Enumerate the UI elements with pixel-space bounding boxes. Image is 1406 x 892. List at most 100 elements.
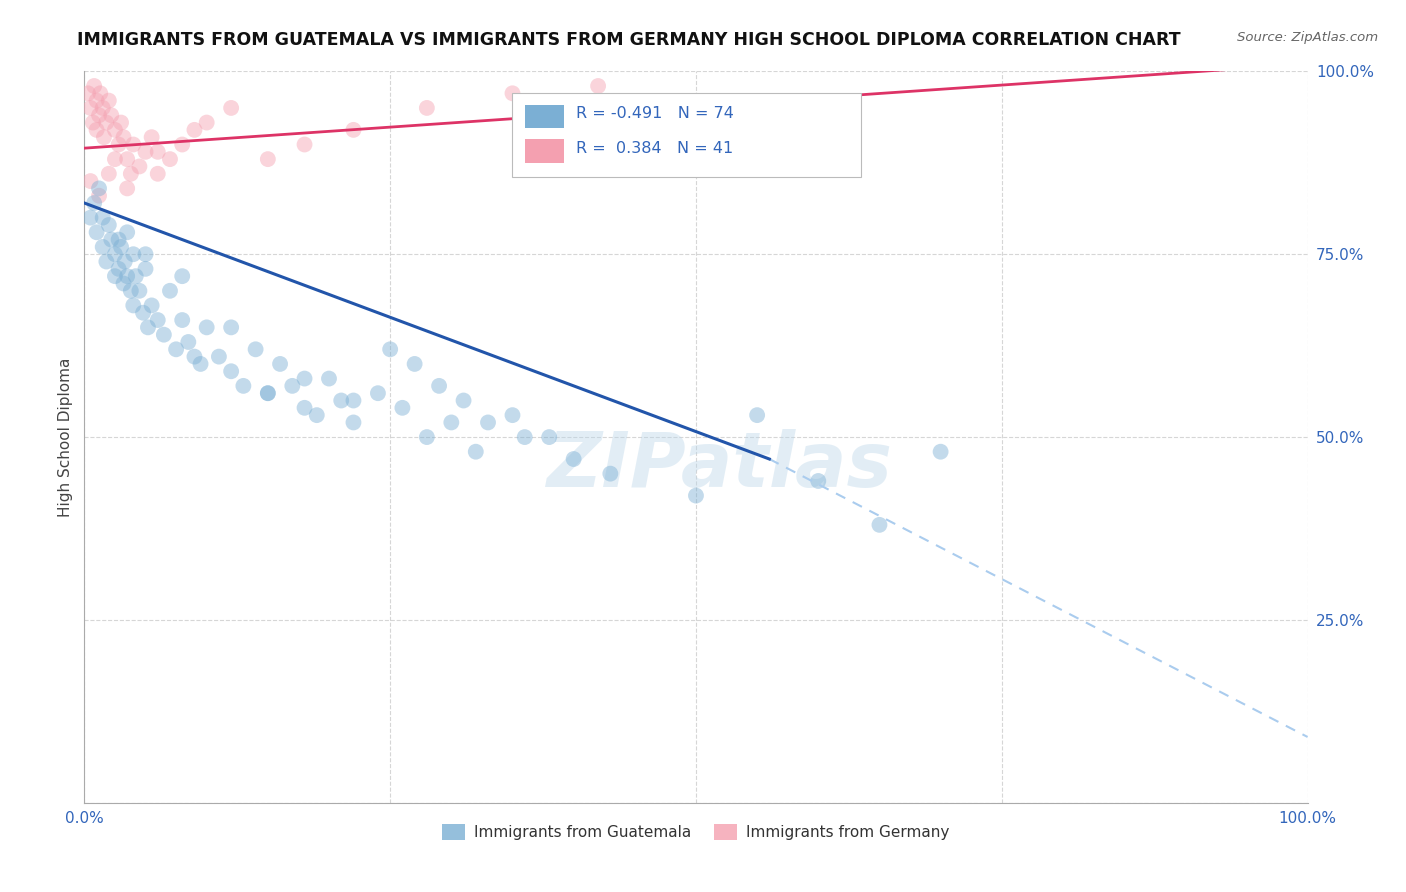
- Point: [104, 269, 127, 284]
- Point: [122, 247, 145, 261]
- Point: [83, 196, 105, 211]
- Point: [79, 174, 101, 188]
- Point: [477, 416, 499, 430]
- Point: [391, 401, 413, 415]
- Point: [146, 167, 169, 181]
- Point: [294, 137, 316, 152]
- Point: [115, 269, 138, 284]
- Point: [172, 269, 194, 284]
- Point: [195, 115, 218, 129]
- Point: [115, 225, 138, 239]
- Point: [165, 343, 187, 357]
- Point: [115, 181, 138, 195]
- Legend: Immigrants from Guatemala, Immigrants from Germany: Immigrants from Guatemala, Immigrants fr…: [436, 818, 956, 847]
- Point: [128, 160, 150, 174]
- Point: [86, 225, 108, 239]
- Point: [104, 123, 127, 137]
- Point: [135, 145, 157, 159]
- Point: [159, 284, 181, 298]
- Point: [427, 379, 450, 393]
- Point: [128, 284, 150, 298]
- Point: [269, 357, 291, 371]
- Point: [404, 357, 426, 371]
- Point: [86, 123, 108, 137]
- Point: [538, 430, 561, 444]
- Text: Source: ZipAtlas.com: Source: ZipAtlas.com: [1237, 31, 1378, 45]
- Point: [107, 261, 129, 276]
- Point: [502, 408, 524, 422]
- Point: [146, 313, 169, 327]
- Point: [453, 393, 475, 408]
- Point: [86, 94, 108, 108]
- Point: [110, 240, 132, 254]
- Point: [122, 298, 145, 312]
- Point: [562, 452, 585, 467]
- Point: [104, 152, 127, 166]
- Point: [87, 181, 110, 195]
- Text: ZIPatlas: ZIPatlas: [547, 429, 893, 503]
- Point: [132, 306, 155, 320]
- Point: [141, 130, 163, 145]
- Point: [747, 408, 769, 422]
- Point: [87, 108, 110, 122]
- Point: [112, 277, 135, 291]
- Point: [318, 371, 340, 385]
- Point: [219, 101, 242, 115]
- Point: [172, 137, 194, 152]
- Text: R =  0.384   N = 41: R = 0.384 N = 41: [576, 141, 734, 156]
- Point: [89, 87, 111, 101]
- Point: [79, 101, 101, 115]
- Point: [190, 357, 212, 371]
- Point: [107, 137, 129, 152]
- Point: [141, 298, 163, 312]
- Point: [100, 233, 122, 247]
- Point: [416, 430, 439, 444]
- Point: [342, 393, 364, 408]
- Point: [685, 489, 707, 503]
- Point: [245, 343, 267, 357]
- Point: [502, 87, 524, 101]
- Point: [380, 343, 402, 357]
- Point: [183, 350, 205, 364]
- Point: [135, 247, 157, 261]
- Point: [110, 115, 132, 129]
- Point: [91, 211, 114, 225]
- Point: [305, 408, 328, 422]
- Point: [97, 167, 120, 181]
- Point: [120, 284, 142, 298]
- Point: [146, 145, 169, 159]
- Point: [257, 152, 280, 166]
- Point: [513, 430, 536, 444]
- Point: [82, 115, 104, 129]
- Point: [257, 386, 280, 401]
- Y-axis label: High School Diploma: High School Diploma: [58, 358, 73, 516]
- Point: [416, 101, 439, 115]
- Point: [219, 364, 242, 378]
- Point: [177, 334, 200, 349]
- Point: [294, 401, 316, 415]
- Point: [257, 386, 280, 401]
- Point: [342, 416, 364, 430]
- Point: [367, 386, 389, 401]
- Point: [183, 123, 205, 137]
- Point: [83, 78, 105, 93]
- Point: [208, 350, 231, 364]
- Point: [342, 123, 364, 137]
- Point: [114, 254, 136, 268]
- Point: [464, 444, 486, 458]
- Bar: [524, 105, 564, 128]
- Point: [195, 320, 218, 334]
- Point: [125, 269, 148, 284]
- Point: [122, 137, 145, 152]
- Point: [112, 130, 135, 145]
- Point: [96, 254, 118, 268]
- Point: [929, 444, 952, 458]
- Point: [93, 130, 115, 145]
- Point: [869, 517, 891, 532]
- Point: [97, 94, 120, 108]
- Point: [107, 233, 129, 247]
- Point: [807, 474, 830, 488]
- Point: [281, 379, 304, 393]
- Point: [586, 78, 609, 93]
- Point: [87, 188, 110, 202]
